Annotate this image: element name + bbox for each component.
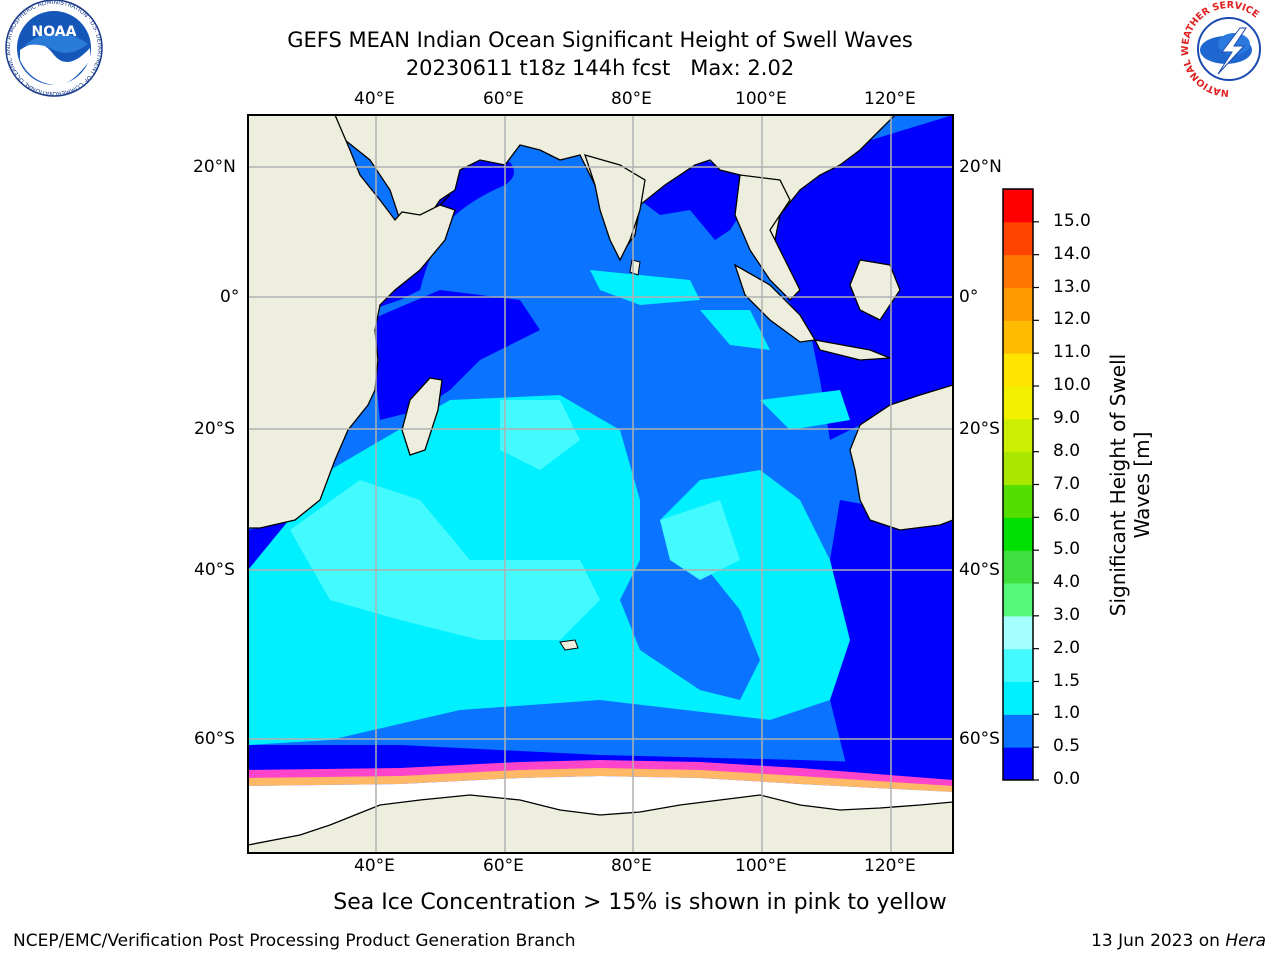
colorbar-band	[1003, 550, 1033, 584]
colorbar-band	[1003, 484, 1033, 518]
colorbar-tick-label: 15.0	[1053, 210, 1091, 231]
nws-logo: NATIONAL WEATHER SERVICE	[1180, 0, 1276, 98]
map-frame	[247, 114, 954, 854]
colorbar-tick-label: 1.5	[1053, 670, 1081, 691]
colorbar-band	[1003, 353, 1033, 387]
sea-ice-edge-yellow	[248, 768, 953, 792]
graticule	[248, 115, 953, 853]
lon-label-top: 60°E	[483, 89, 524, 109]
colorbar-tick-label: 5.0	[1053, 539, 1081, 560]
land-australia	[849, 384, 953, 531]
sea-ice-edge-pink	[248, 760, 953, 788]
chart-subtitle: 20230611 t18z 144h fcst Max: 2.02	[220, 55, 980, 81]
footer-date: 13 Jun 2023 on	[1091, 931, 1220, 951]
colorbar-tick-label: 11.0	[1053, 342, 1091, 363]
land-southeast-asia	[734, 174, 801, 301]
max-value-label: Max: 2.02	[690, 56, 795, 80]
colorbar-band	[1003, 418, 1033, 453]
central-swell-patch	[700, 310, 770, 350]
colorbar-band	[1003, 615, 1033, 650]
noaa-logo: NATIONAL OCEANIC AND ATMOSPHERIC ADMINIS…	[0, 0, 103, 97]
colorbar-band	[1003, 254, 1033, 288]
footer-machine: Hera	[1225, 931, 1266, 951]
colorbar-label: Significant Height of Swell Waves [m]	[1106, 353, 1154, 617]
land-borneo	[849, 259, 901, 321]
lat-label-left: 0°	[220, 287, 240, 307]
colorbar-tick-label: 10.0	[1053, 375, 1091, 395]
noaa-logo-text: NOAA	[32, 24, 77, 40]
land-antarctica	[248, 794, 953, 853]
colorbar-tick-label: 1.0	[1053, 703, 1081, 724]
lat-label-left: 40°S	[194, 560, 235, 580]
footer-credit: NCEP/EMC/Verification Post Processing Pr…	[13, 931, 576, 951]
somali-basin-low	[370, 290, 540, 420]
colorbar-tick-label: 6.0	[1053, 506, 1081, 527]
lat-label-left: 60°S	[194, 729, 235, 749]
colorbar-band	[1003, 320, 1033, 354]
lat-label-left: 20°S	[194, 419, 235, 439]
colorbar-band	[1003, 189, 1033, 223]
forecast-run-label: 20230611 t18z 144h fcst	[405, 56, 671, 80]
lon-label-bottom: 40°E	[354, 856, 395, 876]
lon-label-bottom: 120°E	[864, 856, 916, 876]
lat-label-right: 20°N	[959, 157, 1002, 177]
land-kerguelen	[559, 639, 579, 651]
lat-label-right: 60°S	[959, 729, 1000, 749]
colorbar-tick-label: 13.0	[1053, 276, 1091, 297]
lat-label-right: 20°S	[959, 419, 1000, 439]
colorbar-band	[1003, 517, 1033, 551]
colorbar-tick-label: 3.0	[1053, 604, 1081, 625]
colorbar-band	[1003, 681, 1033, 715]
lat-label-right: 40°S	[959, 560, 1000, 580]
colorbar-band	[1003, 451, 1033, 485]
colorbar-tick-label: 14.0	[1053, 243, 1091, 264]
lon-label-top: 80°E	[611, 89, 652, 109]
lon-label-bottom: 80°E	[611, 856, 652, 876]
colorbar-band	[1003, 747, 1033, 781]
colorbar-tick-label: 7.0	[1053, 473, 1081, 494]
colorbar-band	[1003, 714, 1033, 748]
land-madagascar	[401, 377, 443, 456]
colorbar-band	[1003, 287, 1033, 321]
high-swell-core	[290, 480, 600, 640]
lon-label-bottom: 60°E	[483, 856, 524, 876]
colorbar-band	[1003, 583, 1033, 617]
lon-label-top: 120°E	[864, 89, 916, 109]
lat-label-right: 0°	[959, 287, 979, 307]
colorbar-tick-label: 12.0	[1053, 309, 1091, 330]
high-swell-north	[500, 400, 580, 470]
map-plot	[248, 115, 953, 853]
colorbar-band	[1003, 648, 1033, 682]
colorbar-tick-label: 0.5	[1053, 736, 1081, 757]
colorbar-tick-label: 2.0	[1053, 637, 1081, 658]
sea-ice-caption: Sea Ice Concentration > 15% is shown in …	[333, 890, 947, 915]
chart-title: GEFS MEAN Indian Ocean Significant Heigh…	[287, 28, 913, 52]
lat-label-left: 20°N	[193, 157, 236, 177]
colorbar-band	[1003, 221, 1033, 256]
colorbar-band	[1003, 386, 1033, 420]
lon-label-top: 100°E	[735, 89, 787, 109]
land-africa	[248, 115, 456, 529]
land-sumatra	[733, 263, 817, 343]
high-swell-east	[660, 500, 740, 580]
footer-timestamp: 13 Jun 2023 on Hera	[1091, 931, 1266, 951]
colorbar-tick-label: 9.0	[1053, 407, 1081, 428]
lon-label-bottom: 100°E	[735, 856, 787, 876]
colorbar-tick-label: 8.0	[1053, 440, 1081, 461]
colorbar-tick-label: 4.0	[1053, 572, 1081, 592]
colorbar-tick-label: 0.0	[1053, 769, 1081, 789]
lon-label-top: 40°E	[354, 89, 395, 109]
land-java	[813, 339, 891, 361]
east-swell-patch	[760, 390, 850, 430]
